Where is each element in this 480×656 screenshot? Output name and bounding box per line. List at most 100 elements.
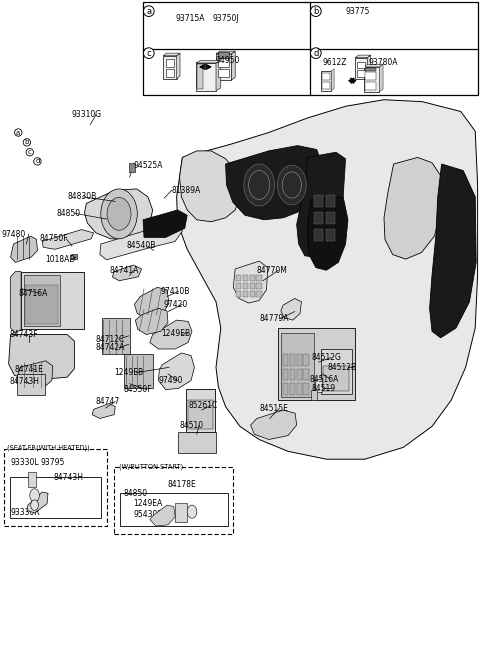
Polygon shape	[150, 505, 175, 526]
Bar	[355, 58, 367, 79]
Bar	[24, 275, 60, 326]
Text: 94950: 94950	[216, 56, 240, 65]
Polygon shape	[180, 151, 240, 222]
Bar	[281, 333, 314, 397]
Bar	[4, 449, 107, 526]
Bar	[197, 64, 203, 89]
Text: a: a	[16, 129, 20, 136]
Text: 84515E: 84515E	[259, 403, 288, 413]
Bar	[278, 328, 355, 400]
Polygon shape	[42, 230, 94, 249]
Text: 84743H: 84743H	[10, 377, 39, 386]
Text: 93775: 93775	[346, 7, 370, 16]
Polygon shape	[16, 361, 53, 388]
Bar	[321, 71, 331, 91]
Bar	[196, 63, 216, 91]
Bar	[243, 275, 248, 281]
Bar	[25, 285, 58, 324]
Polygon shape	[379, 64, 383, 92]
Bar	[314, 229, 323, 241]
Bar	[323, 366, 349, 391]
Bar	[357, 70, 365, 77]
Circle shape	[107, 197, 131, 230]
Bar	[283, 369, 288, 380]
Polygon shape	[177, 100, 478, 459]
Polygon shape	[233, 261, 268, 303]
Polygon shape	[27, 492, 48, 513]
Bar	[290, 354, 295, 366]
Text: b: b	[313, 7, 319, 16]
Polygon shape	[367, 55, 371, 79]
Bar	[365, 82, 376, 90]
Polygon shape	[331, 69, 334, 91]
Text: d: d	[35, 158, 40, 165]
Text: 1018AD: 1018AD	[45, 255, 75, 264]
Bar	[218, 58, 229, 67]
Text: 93750J: 93750J	[213, 14, 239, 23]
Bar	[10, 477, 101, 518]
Bar	[315, 379, 322, 392]
Text: 97490: 97490	[158, 376, 183, 385]
Bar	[163, 56, 177, 79]
Bar	[71, 254, 77, 259]
Text: (W/BUTTON START): (W/BUTTON START)	[119, 463, 183, 470]
Text: 93715A: 93715A	[176, 14, 205, 23]
Bar	[365, 72, 376, 80]
Bar	[256, 283, 262, 289]
Text: 1249EB: 1249EB	[114, 368, 144, 377]
Bar	[297, 369, 302, 380]
Text: 94525A: 94525A	[133, 161, 163, 171]
Polygon shape	[9, 335, 74, 380]
Polygon shape	[11, 272, 21, 333]
Text: 84550F: 84550F	[124, 385, 153, 394]
Bar	[250, 275, 255, 281]
Text: 84741E: 84741E	[14, 365, 43, 375]
Text: c: c	[146, 49, 151, 58]
Bar	[290, 383, 295, 395]
Polygon shape	[384, 157, 442, 259]
Polygon shape	[281, 298, 301, 320]
Bar	[236, 275, 241, 281]
Text: 81389A: 81389A	[172, 186, 201, 195]
Bar	[297, 354, 302, 366]
Text: 84178E: 84178E	[167, 480, 196, 489]
Text: 93330L: 93330L	[11, 458, 39, 467]
Text: 97420: 97420	[163, 300, 188, 309]
Bar	[216, 54, 231, 80]
Bar	[326, 195, 335, 207]
Text: 84540B: 84540B	[127, 241, 156, 251]
Text: 84779A: 84779A	[259, 314, 288, 323]
Polygon shape	[112, 265, 142, 281]
Polygon shape	[158, 353, 194, 390]
Text: a: a	[146, 7, 151, 16]
Bar	[218, 69, 229, 77]
Polygon shape	[92, 403, 115, 419]
Text: d: d	[313, 49, 319, 58]
Polygon shape	[177, 53, 180, 79]
Bar	[256, 291, 262, 297]
Text: 84770M: 84770M	[256, 266, 287, 275]
Polygon shape	[231, 51, 235, 80]
Bar	[102, 318, 130, 354]
Text: 84747: 84747	[95, 397, 120, 406]
Text: 93330R: 93330R	[11, 508, 40, 518]
Bar	[364, 67, 379, 92]
Bar	[120, 493, 228, 526]
Bar	[175, 503, 187, 522]
Text: c: c	[28, 149, 32, 155]
Bar	[357, 62, 365, 68]
Text: 9612Z: 9612Z	[323, 58, 347, 67]
Bar	[311, 390, 317, 400]
Bar	[250, 291, 255, 297]
Bar	[143, 2, 478, 95]
Bar	[297, 383, 302, 395]
Text: 84712C: 84712C	[95, 335, 124, 344]
Text: 93780A: 93780A	[369, 58, 398, 67]
Bar	[303, 369, 309, 380]
Polygon shape	[226, 146, 322, 220]
Text: 84850: 84850	[124, 489, 148, 498]
Bar	[236, 291, 241, 297]
Polygon shape	[143, 210, 187, 237]
Bar	[28, 472, 36, 487]
Text: 84512G: 84512G	[311, 353, 341, 362]
